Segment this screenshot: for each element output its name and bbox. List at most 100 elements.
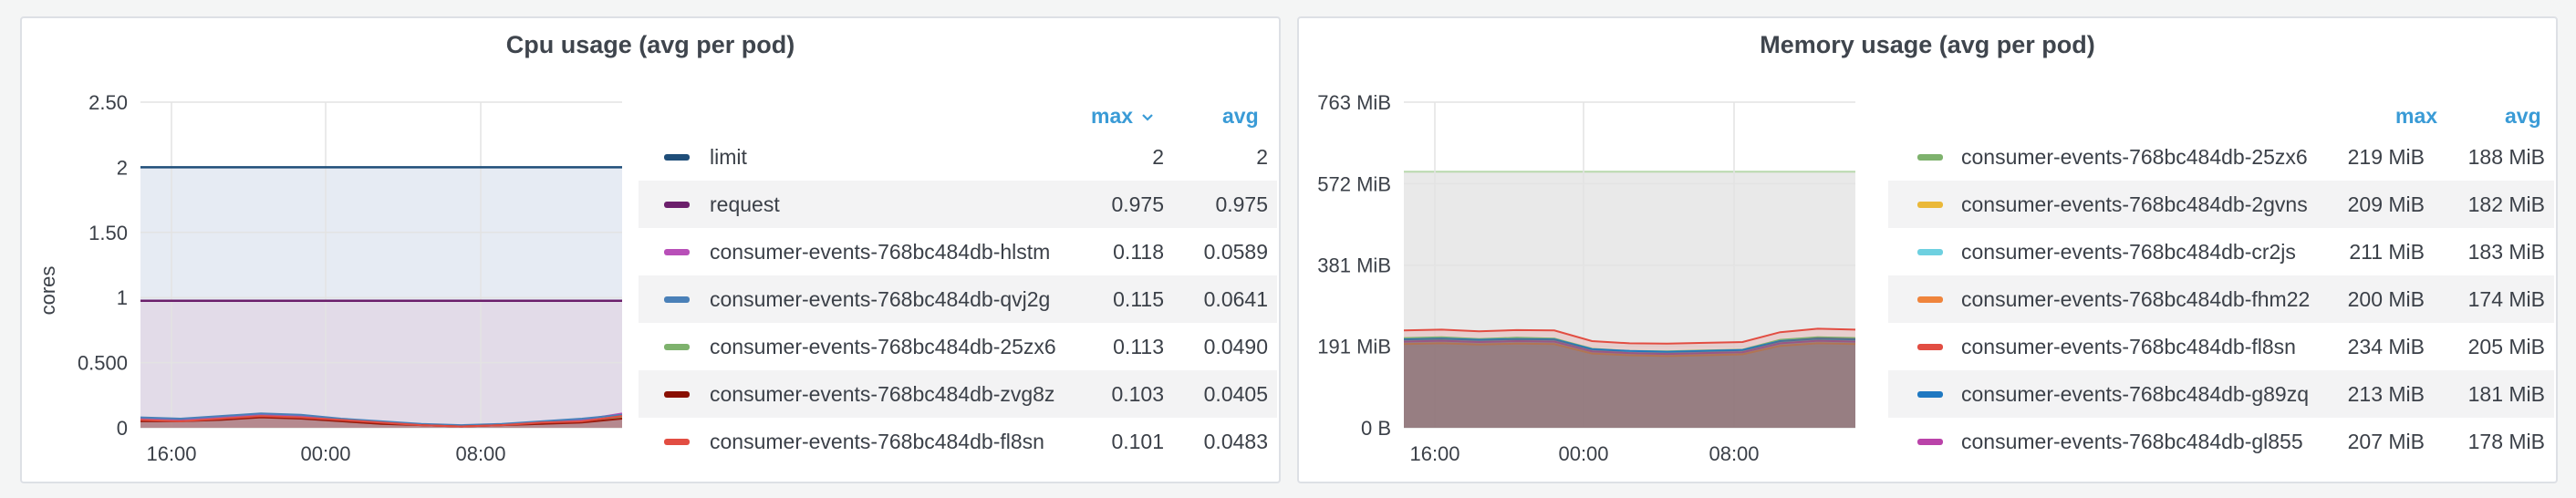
legend-avg-value: 174 MiB [2467, 287, 2545, 311]
legend-series-name: consumer-events-768bc484db-fl8sn [1961, 335, 2296, 358]
series-area [140, 416, 622, 428]
legend-series-name: consumer-events-768bc484db-25zx6 [1961, 145, 2308, 169]
legend-avg-value: 2 [1256, 145, 1268, 169]
legend-swatch [1917, 249, 1943, 255]
legend-item[interactable]: consumer-events-768bc484db-fl8sn 0.101 0.0… [639, 418, 1277, 465]
legend-swatch [664, 154, 690, 161]
y-tick-label: 763 MiB [1317, 91, 1391, 114]
legend-header: max avg [1888, 97, 2554, 133]
legend-item[interactable]: consumer-events-768bc484db-zvg8z 0.103 0.0… [639, 370, 1277, 418]
legend-max-value: 0.101 [1111, 430, 1164, 453]
series-line [1403, 327, 1856, 345]
legend-max-value: 219 MiB [2347, 145, 2425, 169]
legend-swatch [1917, 154, 1943, 161]
x-tick-label: 00:00 [300, 442, 350, 465]
legend-swatch [1917, 202, 1943, 208]
legend-item[interactable]: consumer-events-768bc484db-2gvns 209 MiB 1… [1888, 181, 2554, 228]
y-tick-label: 1 [117, 286, 128, 309]
legend-max-value: 0.113 [1113, 335, 1164, 358]
y-tick-label: 572 MiB [1317, 172, 1391, 195]
legend-item[interactable]: consumer-events-768bc484db-25zx6 0.113 0.0… [639, 323, 1277, 370]
legend-swatch [664, 344, 690, 350]
legend-item[interactable]: request 0.975 0.975 [639, 181, 1277, 228]
memory-usage-panel[interactable]: Memory usage (avg per pod) 0 B 191 MiB 381… [1297, 16, 2558, 483]
legend-series-name: request [710, 192, 780, 216]
legend-max-value: 0.118 [1113, 240, 1164, 264]
legend-max-value: 207 MiB [2347, 430, 2425, 453]
legend-max-value: 213 MiB [2347, 382, 2425, 406]
legend-item[interactable]: consumer-events-768bc484db-qvj2g 0.115 0.0… [639, 275, 1277, 323]
legend-swatch [664, 249, 690, 255]
legend-swatch [1917, 439, 1943, 445]
legend-header-avg[interactable]: avg [2505, 104, 2541, 128]
legend-avg-value: 0.0490 [1203, 335, 1268, 358]
legend-series-name: consumer-events-768bc484db-25zx6 [710, 335, 1056, 358]
series-line [140, 416, 623, 428]
legend-swatch [664, 391, 690, 398]
legend-max-value: 0.115 [1113, 287, 1164, 311]
legend-header-max[interactable]: max [2395, 104, 2438, 128]
legend-header-max[interactable]: max [1091, 104, 1154, 129]
legend-avg-value: 205 MiB [2467, 335, 2545, 358]
legend-series-name: limit [710, 145, 747, 169]
cpu-usage-panel[interactable]: Cpu usage (avg per pod) 0 0.500 1 1.50 2 2.50… [20, 16, 1281, 483]
x-tick-label: 08:00 [1709, 442, 1759, 465]
memory-usage-chart[interactable]: 0 B 191 MiB 381 MiB 572 MiB 763 MiB 16:00 00:0… [1299, 18, 1870, 485]
series-overlap-area [1404, 337, 1855, 428]
cpu-legend: max avg limit 2 2 request 0.975 0.975 consumer… [639, 97, 1277, 480]
memory-legend: max avg consumer-events-768bc484db-25zx6… [1888, 97, 2554, 480]
legend-series-name: consumer-events-768bc484db-cr2js [1961, 240, 2296, 264]
legend-series-name: consumer-events-768bc484db-fhm22 [1961, 287, 2311, 311]
y-tick-label: 0 B [1361, 417, 1391, 440]
legend-avg-value: 181 MiB [2467, 382, 2545, 406]
panel-title[interactable]: Cpu usage (avg per pod) [505, 31, 795, 58]
legend-item[interactable]: consumer-events-768bc484db-fhm22 200 MiB 1… [1888, 275, 2554, 323]
legend-swatch [1917, 344, 1943, 350]
legend-swatch [1917, 296, 1943, 303]
request-area [140, 300, 622, 428]
legend-avg-value: 0.975 [1215, 192, 1268, 216]
legend-swatch [1917, 391, 1943, 398]
legend-max-value: 234 MiB [2347, 335, 2425, 358]
cpu-usage-chart[interactable]: 0 0.500 1 1.50 2 2.50 16:00 00:00 08:00 cores [22, 18, 651, 485]
x-tick-label: 16:00 [1409, 442, 1459, 465]
legend-item[interactable]: consumer-events-768bc484db-cr2js 211 MiB 1… [1888, 228, 2554, 275]
legend-item[interactable]: consumer-events-768bc484db-gl855 207 MiB 1… [1888, 418, 2554, 465]
y-tick-label: 2.50 [88, 91, 128, 114]
series-area [140, 416, 622, 428]
x-tick-label: 16:00 [146, 442, 196, 465]
legend-avg-value: 188 MiB [2467, 145, 2545, 169]
legend-max-value: 209 MiB [2347, 192, 2425, 216]
legend-series-name: consumer-events-768bc484db-gl855 [1961, 430, 2303, 453]
legend-item[interactable]: consumer-events-768bc484db-25zx6 219 MiB 1… [1888, 133, 2554, 181]
legend-header: max avg [639, 97, 1277, 133]
legend-avg-value: 0.0405 [1203, 382, 1268, 406]
chevron-down-icon [1142, 114, 1154, 121]
y-axis-label: cores [36, 266, 59, 316]
y-tick-label: 0 [117, 417, 128, 440]
legend-avg-value: 182 MiB [2467, 192, 2545, 216]
legend-avg-value: 178 MiB [2467, 430, 2545, 453]
legend-avg-value: 0.0589 [1203, 240, 1268, 264]
legend-item[interactable]: consumer-events-768bc484db-g89zq 213 MiB 1… [1888, 370, 2554, 418]
legend-series-name: consumer-events-768bc484db-2gvns [1961, 192, 2308, 216]
legend-item[interactable]: limit 2 2 [639, 133, 1277, 181]
y-tick-label: 191 MiB [1317, 336, 1391, 358]
x-tick-label: 00:00 [1558, 442, 1608, 465]
legend-max-value: 211 MiB [2349, 240, 2425, 264]
panel-title[interactable]: Memory usage (avg per pod) [1760, 31, 2095, 58]
top-divider [0, 0, 2576, 13]
legend-header-avg[interactable]: avg [1222, 104, 1259, 128]
legend-avg-value: 0.0641 [1203, 287, 1268, 311]
legend-avg-value: 0.0483 [1203, 430, 1268, 453]
legend-series-name: consumer-events-768bc484db-qvj2g [710, 287, 1051, 311]
legend-item[interactable]: consumer-events-768bc484db-fl8sn 234 MiB 2… [1888, 323, 2554, 370]
legend-series-name: consumer-events-768bc484db-g89zq [1961, 382, 2310, 406]
x-tick-label: 08:00 [455, 442, 505, 465]
y-tick-label: 1.50 [88, 222, 128, 244]
legend-avg-value: 183 MiB [2467, 240, 2545, 264]
legend-swatch [664, 202, 690, 208]
legend-max-value: 200 MiB [2347, 287, 2425, 311]
legend-item[interactable]: consumer-events-768bc484db-hlstm 0.118 0.0… [639, 228, 1277, 275]
y-tick-label: 0.500 [78, 352, 128, 375]
